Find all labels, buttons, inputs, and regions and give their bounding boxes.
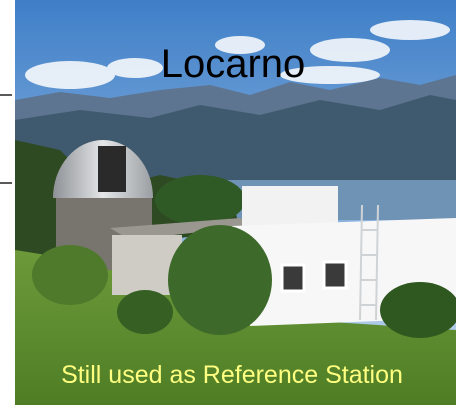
bush (168, 225, 272, 335)
window (282, 265, 304, 291)
dome-slit (98, 146, 126, 192)
bush (32, 245, 108, 305)
title: Locarno (161, 42, 306, 86)
bush (117, 290, 173, 334)
page: Locarno Still used as Reference Station … (0, 0, 456, 405)
caption: Still used as Reference Station (61, 361, 403, 389)
window (324, 262, 346, 288)
slide: Locarno Still used as Reference Station (0, 0, 456, 405)
trees-mid (155, 175, 245, 225)
